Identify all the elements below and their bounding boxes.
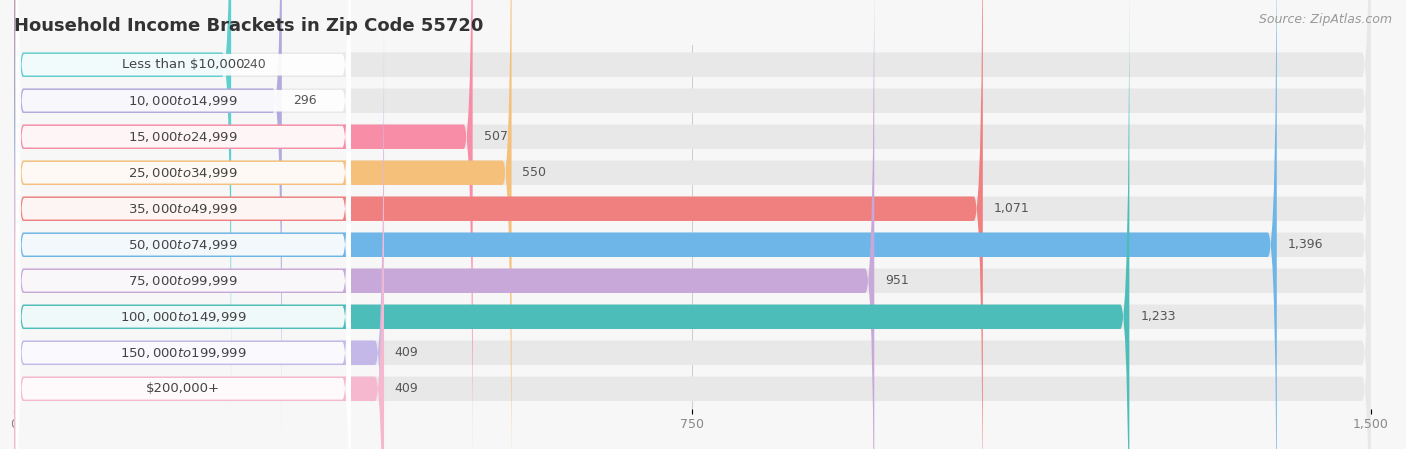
Text: $10,000 to $14,999: $10,000 to $14,999 xyxy=(128,94,238,108)
FancyBboxPatch shape xyxy=(15,75,350,449)
FancyBboxPatch shape xyxy=(14,0,281,449)
Text: 296: 296 xyxy=(292,94,316,107)
Text: $150,000 to $199,999: $150,000 to $199,999 xyxy=(120,346,246,360)
Text: $200,000+: $200,000+ xyxy=(146,382,221,395)
FancyBboxPatch shape xyxy=(14,0,1371,449)
Text: 951: 951 xyxy=(886,274,908,287)
FancyBboxPatch shape xyxy=(15,0,350,378)
Text: 409: 409 xyxy=(395,346,419,359)
Text: 1,071: 1,071 xyxy=(994,202,1029,215)
FancyBboxPatch shape xyxy=(14,5,384,449)
Text: 240: 240 xyxy=(242,58,266,71)
FancyBboxPatch shape xyxy=(15,0,350,449)
Text: 507: 507 xyxy=(484,130,508,143)
FancyBboxPatch shape xyxy=(14,41,384,449)
Text: $15,000 to $24,999: $15,000 to $24,999 xyxy=(128,130,238,144)
FancyBboxPatch shape xyxy=(14,0,1371,449)
Text: $50,000 to $74,999: $50,000 to $74,999 xyxy=(128,238,238,252)
FancyBboxPatch shape xyxy=(15,0,350,449)
FancyBboxPatch shape xyxy=(14,0,1371,449)
FancyBboxPatch shape xyxy=(14,0,1371,449)
FancyBboxPatch shape xyxy=(14,0,1129,449)
FancyBboxPatch shape xyxy=(14,0,512,449)
Text: Source: ZipAtlas.com: Source: ZipAtlas.com xyxy=(1258,13,1392,26)
FancyBboxPatch shape xyxy=(14,0,1371,413)
Text: $35,000 to $49,999: $35,000 to $49,999 xyxy=(128,202,238,216)
Text: 550: 550 xyxy=(523,166,547,179)
FancyBboxPatch shape xyxy=(14,0,1277,449)
FancyBboxPatch shape xyxy=(14,41,1371,449)
Text: $100,000 to $149,999: $100,000 to $149,999 xyxy=(120,310,246,324)
Text: Household Income Brackets in Zip Code 55720: Household Income Brackets in Zip Code 55… xyxy=(14,17,484,35)
Text: 409: 409 xyxy=(395,382,419,395)
FancyBboxPatch shape xyxy=(14,0,472,449)
FancyBboxPatch shape xyxy=(15,0,350,414)
FancyBboxPatch shape xyxy=(15,0,350,449)
FancyBboxPatch shape xyxy=(14,0,1371,449)
Text: $75,000 to $99,999: $75,000 to $99,999 xyxy=(128,274,238,288)
Text: Less than $10,000: Less than $10,000 xyxy=(122,58,245,71)
FancyBboxPatch shape xyxy=(14,0,1371,449)
FancyBboxPatch shape xyxy=(14,0,875,449)
FancyBboxPatch shape xyxy=(15,0,350,449)
Text: 1,396: 1,396 xyxy=(1288,238,1323,251)
FancyBboxPatch shape xyxy=(14,5,1371,449)
FancyBboxPatch shape xyxy=(15,0,350,449)
Text: 1,233: 1,233 xyxy=(1140,310,1175,323)
Text: $25,000 to $34,999: $25,000 to $34,999 xyxy=(128,166,238,180)
FancyBboxPatch shape xyxy=(14,0,983,449)
FancyBboxPatch shape xyxy=(15,40,350,449)
FancyBboxPatch shape xyxy=(14,0,1371,449)
FancyBboxPatch shape xyxy=(15,4,350,449)
FancyBboxPatch shape xyxy=(14,0,231,413)
